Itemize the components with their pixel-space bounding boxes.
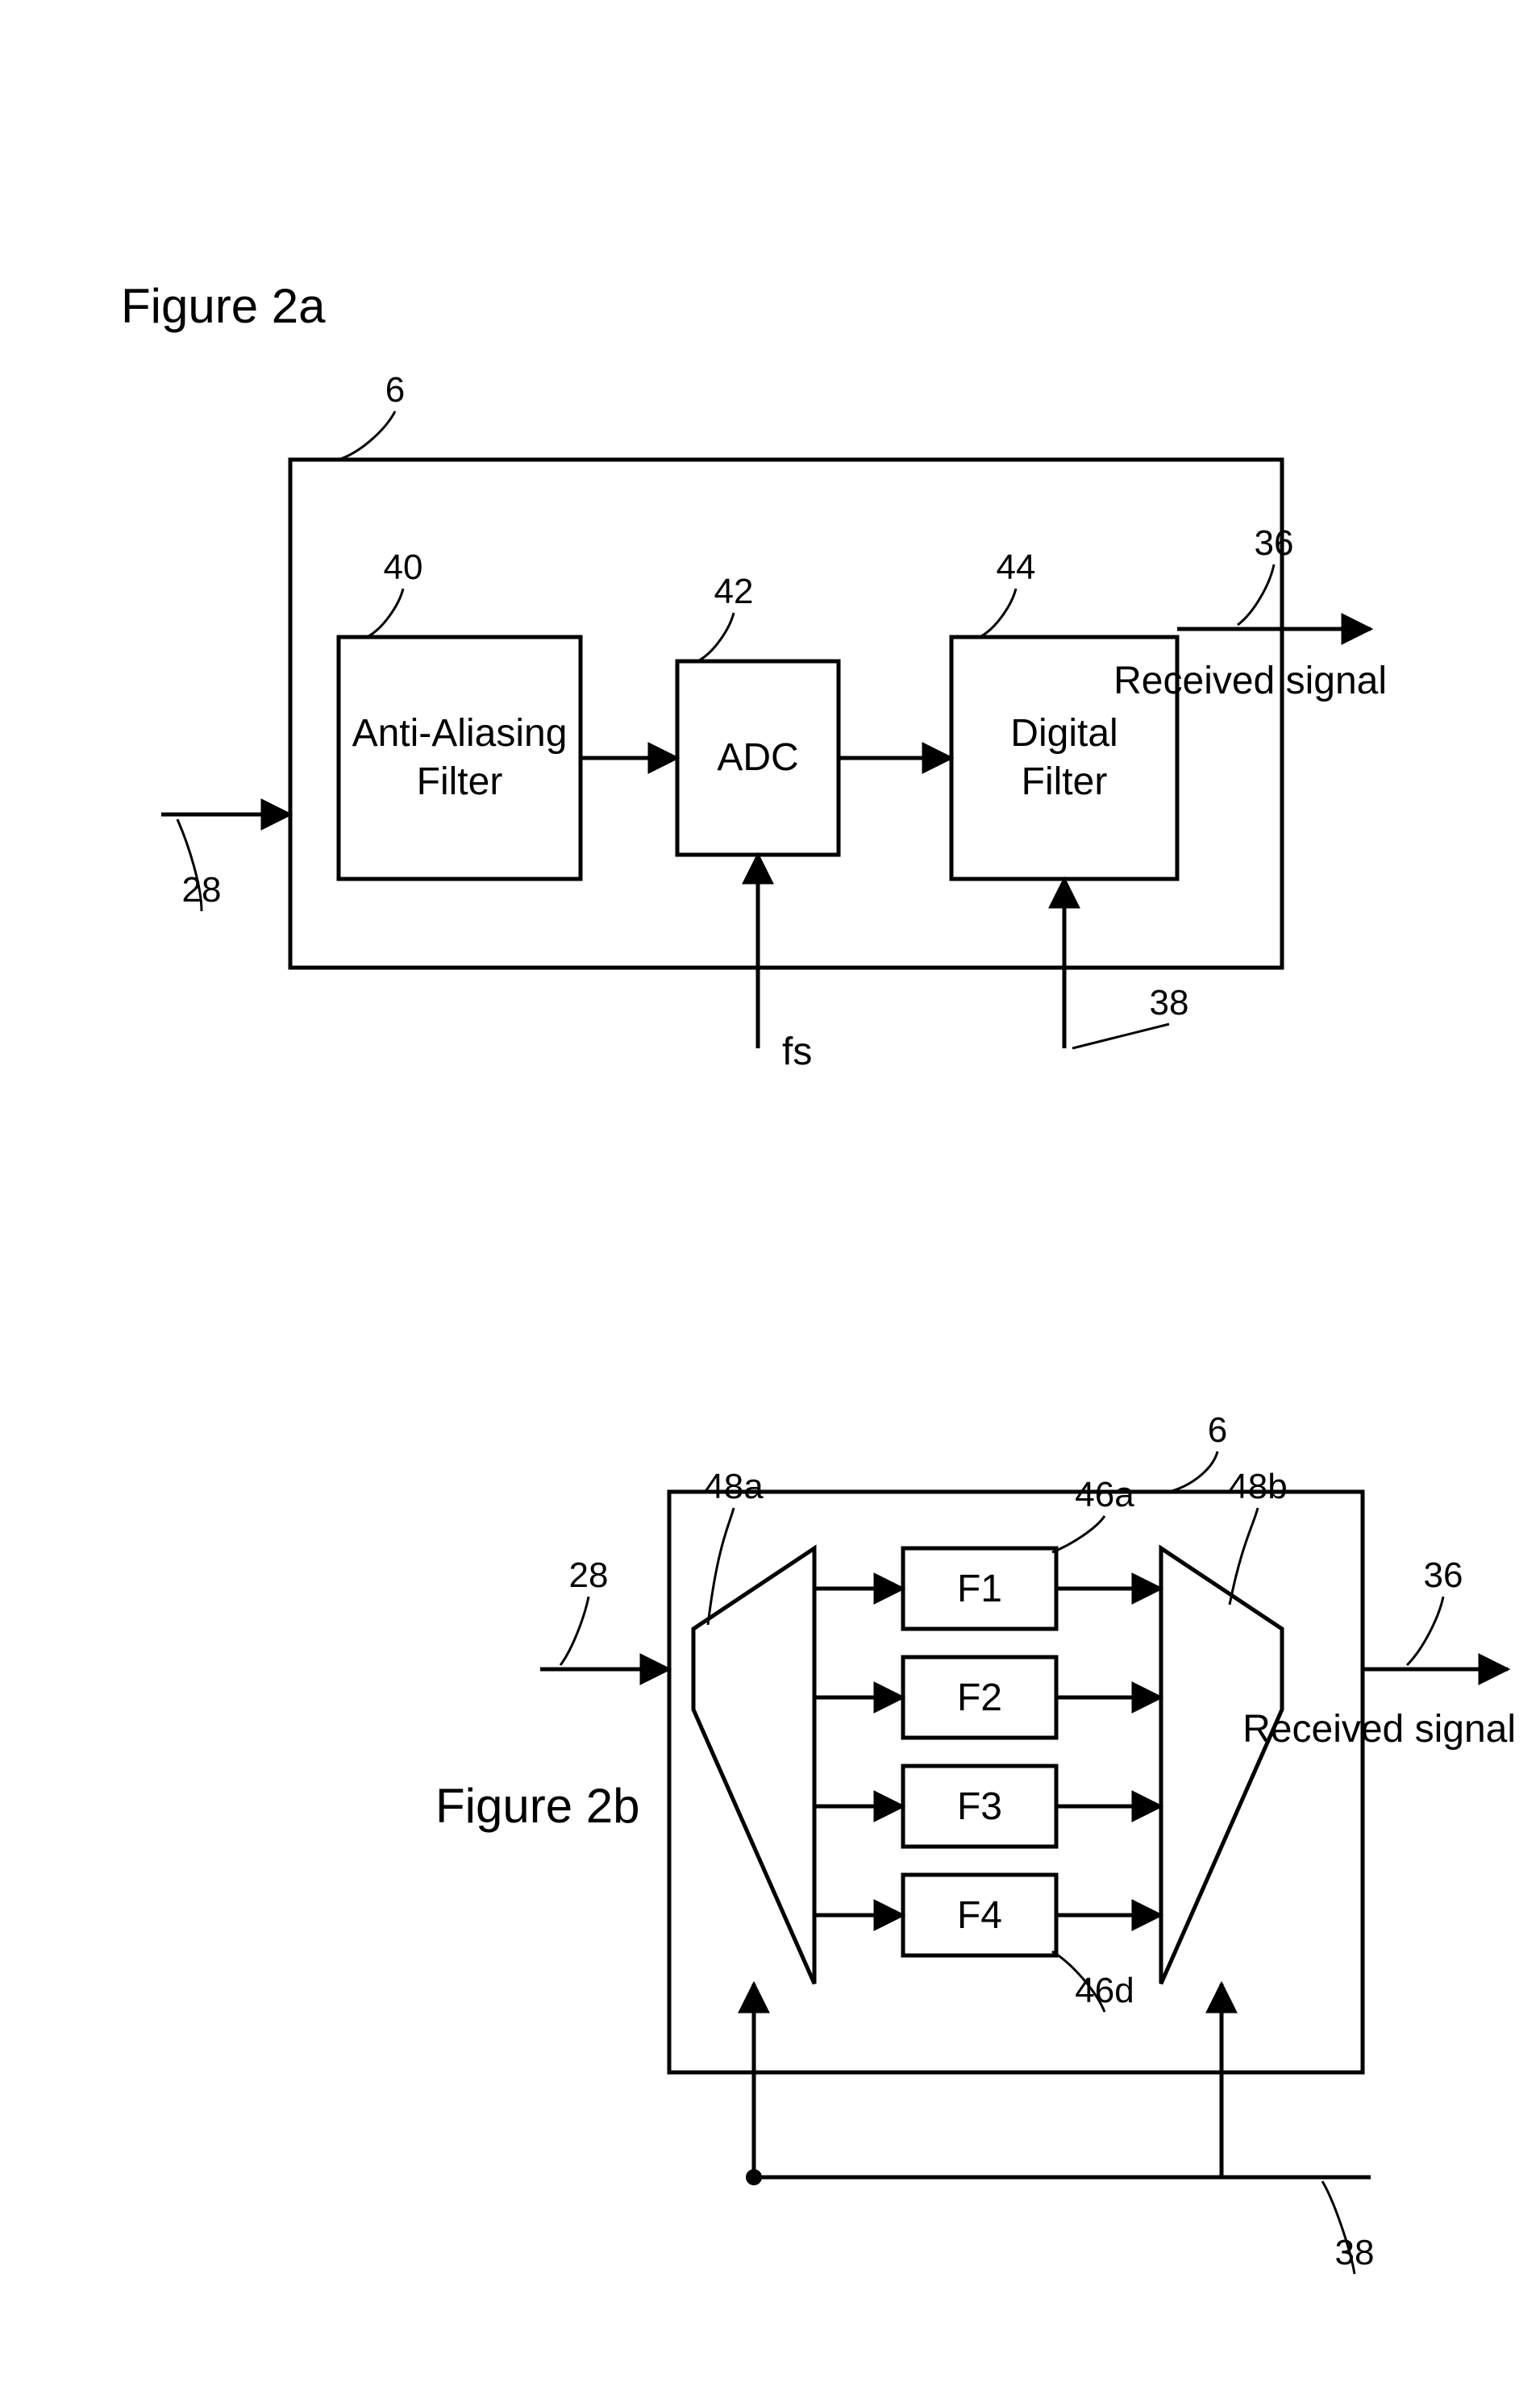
fig2a-ref-40: 40 [384, 548, 423, 587]
fig2b-ref-48b-leader [1230, 1508, 1258, 1605]
fig2b-ref-48b: 48b [1228, 1467, 1287, 1506]
fig2a-adc-label: ADC [717, 736, 798, 779]
fig2a-ref-44-leader [980, 589, 1016, 637]
fig2b-ref-28-leader [560, 1597, 589, 1665]
fig2b-filter-label-2: F2 [957, 1676, 1002, 1719]
fig2a-aa-label2: Filter [417, 760, 503, 803]
fig2a-anti-aliasing-block [339, 637, 581, 879]
fig2a-title: Figure 2a [121, 279, 326, 333]
fig2b-filter-label-3: F3 [957, 1785, 1002, 1828]
fig2b-filter-label-1: F1 [957, 1568, 1002, 1610]
fig2b-filter-label-4: F4 [957, 1894, 1002, 1937]
fig2b-title: Figure 2b [435, 1779, 639, 1833]
fig2a-ref-6-leader [339, 411, 395, 460]
fig2a-ref-36: 36 [1255, 523, 1294, 563]
fig2a-fs-label: fs [782, 1031, 812, 1073]
fig2a-ref-42: 42 [714, 572, 754, 611]
fig2b-mux [1161, 1548, 1282, 1984]
fig2b-ref-6: 6 [1208, 1410, 1227, 1450]
fig2b-received-signal: Received signal [1242, 1708, 1516, 1751]
fig2a-aa-label1: Anti-Aliasing [352, 712, 568, 755]
fig2b-ref-46a: 46a [1075, 1475, 1134, 1514]
fig2b-outer-box [669, 1492, 1363, 2072]
fig2a-ref-44: 44 [997, 548, 1036, 587]
fig2a-ref-42-leader [697, 613, 734, 661]
fig2a-ref-38-leader [1072, 1024, 1169, 1048]
fig2a-ref-6: 6 [385, 370, 405, 410]
fig2a-received-signal: Received signal [1113, 660, 1387, 702]
fig2b-ref-46d: 46d [1075, 1971, 1134, 2010]
fig2b-ref-38: 38 [1335, 2233, 1375, 2272]
fig2b-ref-48a: 48a [704, 1467, 764, 1506]
fig2b-ref-46a-leader [1052, 1516, 1105, 1552]
fig2b-38-junction [746, 2169, 762, 2185]
fig2b-ref-36: 36 [1424, 1555, 1463, 1595]
fig2a-ref-38: 38 [1150, 983, 1189, 1022]
fig2a-ref-28: 28 [182, 870, 222, 910]
fig2b-demux [693, 1548, 814, 1984]
fig2a-df-label2: Filter [1022, 760, 1108, 803]
fig2b-ref-28: 28 [569, 1555, 609, 1595]
fig2b-ref-48a-leader [708, 1508, 734, 1625]
fig2b-ref-6-leader [1169, 1451, 1217, 1492]
fig2b-ref-36-leader [1407, 1597, 1443, 1665]
fig2a-df-label1: Digital [1010, 712, 1118, 755]
fig2a-ref-36-leader [1238, 564, 1274, 625]
fig2a-ref-40-leader [367, 589, 403, 637]
